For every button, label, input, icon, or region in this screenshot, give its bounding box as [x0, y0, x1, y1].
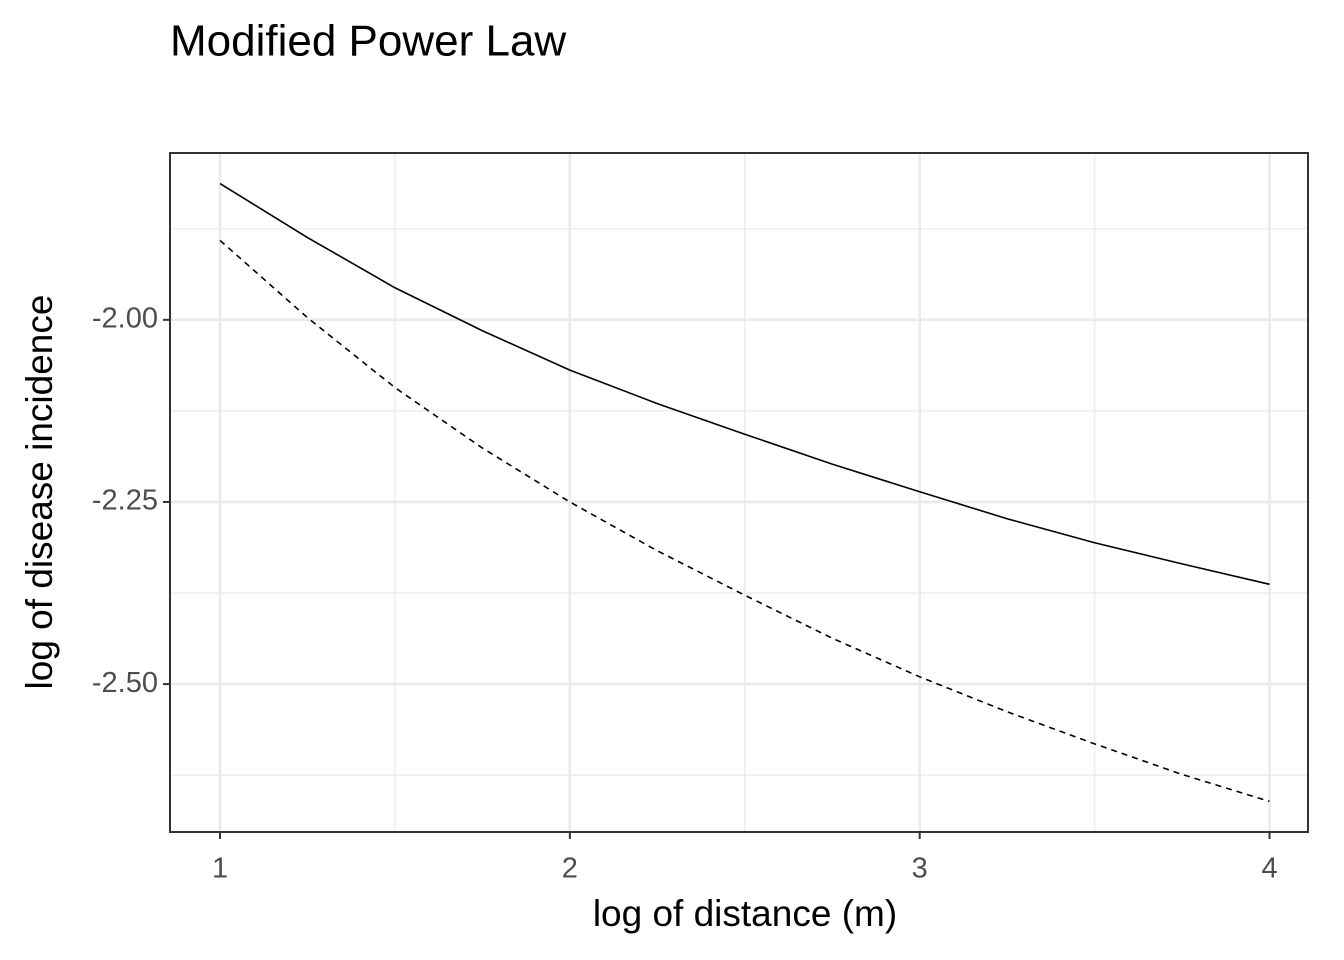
- y-tick-label: -2.50: [92, 667, 158, 699]
- x-tick-label: 1: [212, 853, 228, 885]
- x-tick-label: 4: [1261, 853, 1277, 885]
- x-tick-label: 3: [912, 853, 928, 885]
- y-axis-label: log of disease incidence: [19, 295, 60, 690]
- data-line: [219, 239, 1270, 803]
- y-tick-label: -2.00: [92, 302, 158, 334]
- chart-title: Modified Power Law: [170, 17, 566, 66]
- plot-border: [169, 152, 1309, 833]
- x-axis-label: log of distance (m): [593, 893, 897, 934]
- x-tick-label: 2: [562, 853, 578, 885]
- y-tick-label: -2.25: [92, 485, 158, 517]
- data-line: [219, 182, 1270, 586]
